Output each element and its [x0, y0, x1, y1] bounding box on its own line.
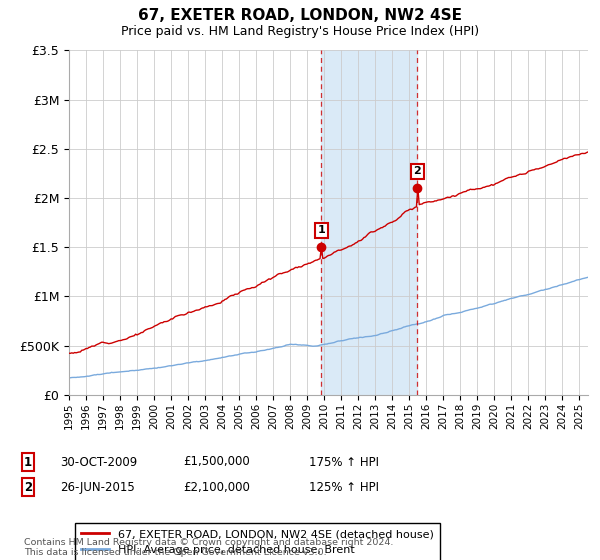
Text: 26-JUN-2015: 26-JUN-2015: [60, 480, 135, 494]
Text: Contains HM Land Registry data © Crown copyright and database right 2024.
This d: Contains HM Land Registry data © Crown c…: [24, 538, 394, 557]
Text: Price paid vs. HM Land Registry's House Price Index (HPI): Price paid vs. HM Land Registry's House …: [121, 25, 479, 38]
Text: 2: 2: [24, 480, 32, 494]
Text: 67, EXETER ROAD, LONDON, NW2 4SE: 67, EXETER ROAD, LONDON, NW2 4SE: [138, 8, 462, 24]
Bar: [322, 50, 418, 395]
Text: 175% ↑ HPI: 175% ↑ HPI: [309, 455, 379, 469]
Legend: 67, EXETER ROAD, LONDON, NW2 4SE (detached house), HPI: Average price, detached : 67, EXETER ROAD, LONDON, NW2 4SE (detach…: [74, 522, 440, 560]
Text: 2: 2: [413, 166, 421, 176]
Text: £2,100,000: £2,100,000: [183, 480, 250, 494]
Text: 125% ↑ HPI: 125% ↑ HPI: [309, 480, 379, 494]
Text: £1,500,000: £1,500,000: [183, 455, 250, 469]
Text: 30-OCT-2009: 30-OCT-2009: [60, 455, 137, 469]
Text: 1: 1: [24, 455, 32, 469]
Text: 1: 1: [317, 226, 325, 235]
